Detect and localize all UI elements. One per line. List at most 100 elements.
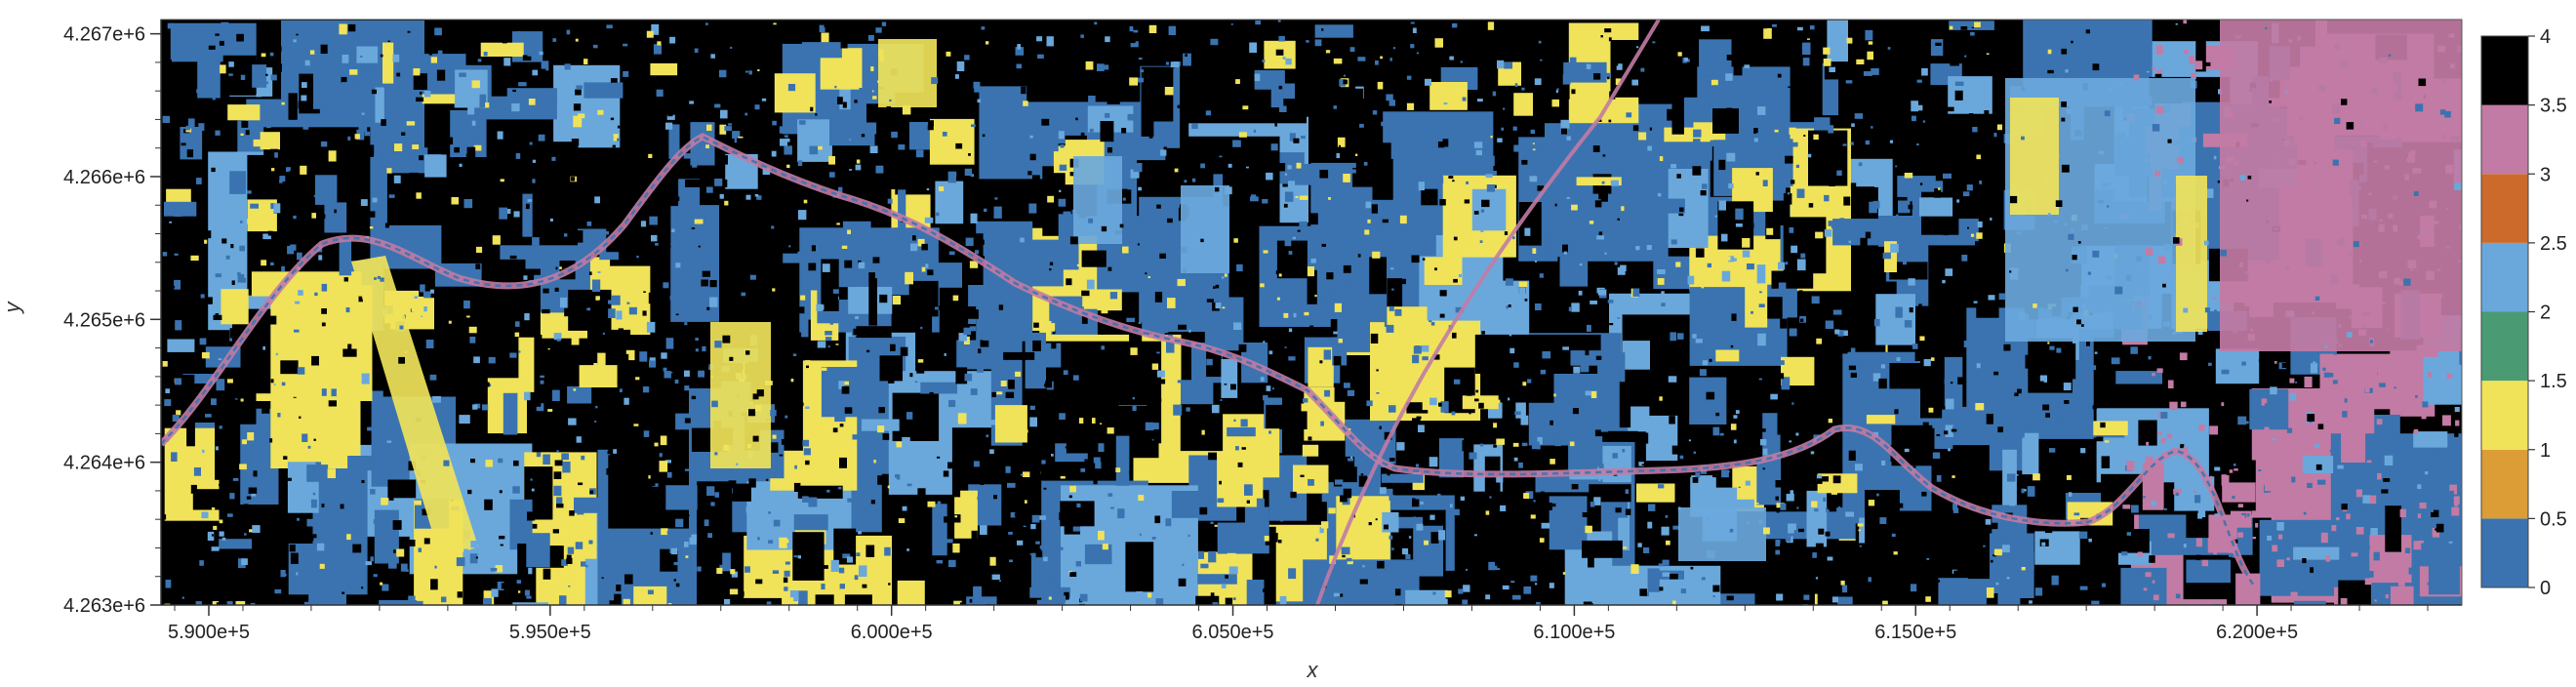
raster-pixel xyxy=(881,21,887,26)
raster-pixel xyxy=(532,159,536,163)
raster-pixel xyxy=(819,24,825,33)
raster-pixel xyxy=(902,437,910,442)
raster-pixel xyxy=(339,384,342,389)
raster-pixel xyxy=(2381,489,2389,494)
raster-pixel xyxy=(1496,476,1504,483)
raster-pixel xyxy=(228,73,233,76)
raster-pixel xyxy=(1692,166,1702,176)
raster-patch xyxy=(821,367,862,418)
raster-pixel xyxy=(2246,199,2249,202)
raster-pixel xyxy=(1122,228,1129,235)
raster-pixel xyxy=(2066,474,2072,480)
raster-pixel xyxy=(1430,182,1437,187)
raster-pixel xyxy=(1751,310,1753,314)
raster-pixel xyxy=(2003,344,2011,351)
raster-pixel xyxy=(1889,354,1893,357)
raster-pixel xyxy=(1609,323,1614,326)
raster-pixel xyxy=(896,281,900,285)
raster-pixel xyxy=(1463,585,1470,592)
raster-pixel xyxy=(1535,303,1542,310)
raster-pixel xyxy=(649,360,657,368)
raster-pixel xyxy=(1550,192,1556,199)
raster-pixel xyxy=(1896,214,1899,218)
raster-pixel xyxy=(710,502,715,506)
raster-pixel xyxy=(1648,373,1652,377)
raster-patch xyxy=(2293,546,2340,560)
raster-pixel xyxy=(978,348,982,354)
raster-pixel xyxy=(731,212,734,216)
raster-pixel xyxy=(1469,551,1473,555)
raster-pixel xyxy=(2385,594,2389,599)
raster-pixel xyxy=(1164,87,1174,96)
raster-pixel xyxy=(219,519,223,524)
raster-pixel xyxy=(652,335,657,340)
raster-pixel xyxy=(1284,173,1288,176)
raster-pixel xyxy=(1500,381,1506,388)
raster-pixel xyxy=(661,528,668,536)
raster-pixel xyxy=(1537,185,1545,191)
raster-pixel xyxy=(1615,507,1622,513)
raster-pixel xyxy=(1052,580,1059,586)
raster-pixel xyxy=(1518,281,1528,287)
raster-pixel xyxy=(2294,141,2299,145)
raster-pixel xyxy=(1320,421,1324,426)
raster-pixel xyxy=(1122,246,1129,254)
raster-pixel xyxy=(671,228,675,232)
raster-pixel xyxy=(1534,78,1542,86)
raster-pixel xyxy=(2380,436,2385,441)
raster-pixel xyxy=(1438,402,1442,407)
raster-pixel xyxy=(1548,295,1552,300)
raster-patch xyxy=(2093,421,2128,436)
raster-pixel xyxy=(2376,419,2383,425)
raster-pixel xyxy=(835,344,839,345)
raster-pixel xyxy=(1278,85,1283,90)
raster-pixel xyxy=(1016,63,1022,69)
raster-pixel xyxy=(1055,385,1063,393)
raster-pixel xyxy=(2324,345,2327,348)
raster-pixel xyxy=(2290,591,2298,599)
raster-pixel xyxy=(1590,390,1597,398)
raster-pixel xyxy=(1244,484,1253,496)
raster-pixel xyxy=(987,115,994,119)
raster-pixel xyxy=(393,549,396,553)
raster-pixel xyxy=(2340,598,2348,605)
raster-pixel xyxy=(1079,593,1088,602)
raster-pixel xyxy=(2317,479,2326,485)
raster-pixel xyxy=(540,68,546,74)
raster-pixel xyxy=(472,215,480,224)
raster-pixel xyxy=(2291,476,2296,483)
raster-pixel xyxy=(1051,342,1057,349)
raster-pixel xyxy=(1359,291,1364,298)
raster-pixel xyxy=(318,255,323,261)
raster-patch xyxy=(1317,294,1356,303)
raster-pixel xyxy=(866,349,870,353)
raster-pixel xyxy=(1701,25,1710,32)
raster-pixel xyxy=(2314,296,2320,301)
raster-pixel xyxy=(2103,359,2109,363)
raster-pixel xyxy=(610,349,619,357)
raster-pixel xyxy=(841,245,848,249)
raster-pixel xyxy=(2009,498,2016,506)
raster-pixel xyxy=(1337,137,1346,147)
raster-pixel xyxy=(1680,235,1690,243)
raster-pixel xyxy=(1785,187,1791,193)
raster-pixel xyxy=(1033,322,1039,328)
raster-pixel xyxy=(1621,206,1625,212)
raster-pixel xyxy=(1755,133,1763,141)
raster-patch xyxy=(180,127,203,160)
raster-patch xyxy=(1550,227,1559,257)
raster-pixel xyxy=(662,429,665,433)
raster-pixel xyxy=(1031,514,1040,523)
raster-pixel xyxy=(1165,61,1169,65)
raster-pixel xyxy=(844,260,853,268)
raster-pixel xyxy=(215,130,221,136)
raster-pixel xyxy=(1451,411,1456,416)
raster-pixel xyxy=(1690,566,1694,570)
raster-pixel xyxy=(1508,272,1517,279)
raster-pixel xyxy=(1867,51,1873,61)
raster-pixel xyxy=(1493,306,1500,312)
raster-pixel xyxy=(1742,250,1751,258)
raster-patch xyxy=(1276,240,1308,279)
raster-pixel xyxy=(506,114,510,119)
raster-pixel xyxy=(274,588,282,594)
